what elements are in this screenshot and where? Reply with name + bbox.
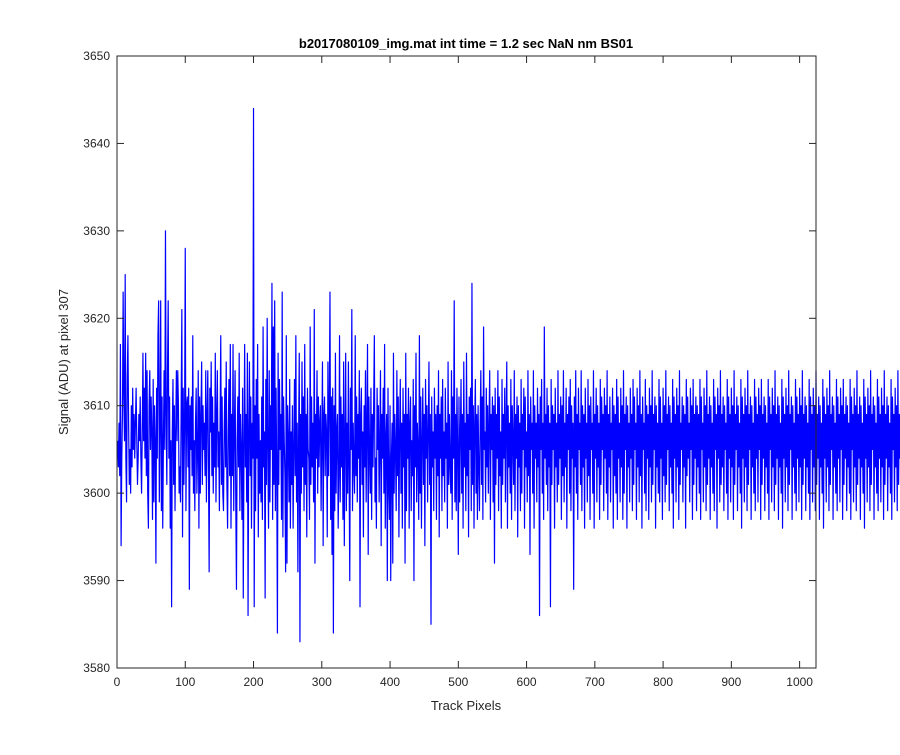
y-tick-label: 3600 [83,486,110,500]
x-tick-label: 400 [380,675,400,689]
y-axis-label: Signal (ADU) at pixel 307 [56,289,71,435]
y-tick-label: 3610 [83,399,110,413]
y-tick-label: 3640 [83,136,110,150]
x-tick-label: 600 [517,675,537,689]
x-tick-label: 800 [653,675,673,689]
x-tick-label: 500 [448,675,468,689]
y-axis-ticks: 3580 3590 3600 3610 3620 3630 3640 3650 [83,49,816,675]
x-tick-label: 900 [721,675,741,689]
x-axis-ticks: 0 100 200 300 400 500 600 700 800 900 1000 [114,56,813,689]
x-tick-label: 100 [175,675,195,689]
x-tick-label: 700 [585,675,605,689]
plot-frame [116,55,817,669]
x-tick-label: 200 [244,675,264,689]
series-layer [117,107,900,643]
x-tick-label: 300 [312,675,332,689]
y-tick-label: 3580 [83,661,110,675]
x-tick-label: 1000 [786,675,813,689]
y-tick-label: 3590 [83,574,110,588]
y-tick-label: 3650 [83,49,110,63]
chart-title: b2017080109_img.mat int time = 1.2 sec N… [299,36,633,51]
y-tick-label: 3630 [83,224,110,238]
y-tick-label: 3620 [83,311,110,325]
x-tick-label: 0 [114,675,121,689]
series-line-0 [117,107,900,643]
x-axis-label: Track Pixels [431,698,502,713]
